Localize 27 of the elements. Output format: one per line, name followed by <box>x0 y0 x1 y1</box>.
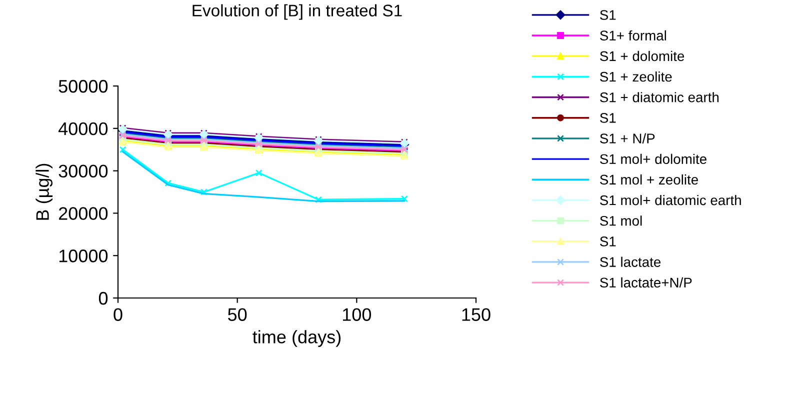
legend-label: S1 <box>600 10 616 20</box>
legend-label: S1 lactate+N/P <box>600 277 692 288</box>
x-axis-title: time (days) <box>252 330 341 347</box>
x-tick-label: 0 <box>114 308 122 321</box>
legend-label: S1+ formal <box>600 30 666 41</box>
y-tick-label: 40000 <box>58 122 108 136</box>
y-tick-label: 20000 <box>58 207 108 220</box>
legend-label: S1 mol + zeolite <box>600 174 698 185</box>
y-tick-label: 0 <box>98 292 108 305</box>
y-tick-label: 10000 <box>59 250 108 262</box>
legend-label: S1 + N/P <box>600 133 655 144</box>
legend-label: S1 mol <box>600 216 642 226</box>
legend-label: S1 + diatomic earth <box>600 92 719 102</box>
y-tick-label: 50000 <box>58 80 108 93</box>
legend-label: S1 <box>600 236 616 246</box>
y-axis-title: B (µg/l) <box>36 164 53 220</box>
x-tick-label: 50 <box>228 308 247 321</box>
y-tick-label: 30000 <box>58 164 108 178</box>
x-tick-label: 100 <box>342 308 372 321</box>
legend-label: S1 mol+ dolomite <box>600 154 706 164</box>
legend-label: S1 + zeolite <box>600 71 672 82</box>
chart-title: Evolution of [B] in treated S1 <box>192 4 402 20</box>
x-tick-label: 150 <box>462 308 490 321</box>
legend-label: S1 + dolomite <box>600 50 684 62</box>
legend-label: S1 <box>600 113 616 123</box>
legend-label: S1 mol+ diatomic earth <box>600 194 741 206</box>
legend-label: S1 lactate <box>600 256 661 267</box>
